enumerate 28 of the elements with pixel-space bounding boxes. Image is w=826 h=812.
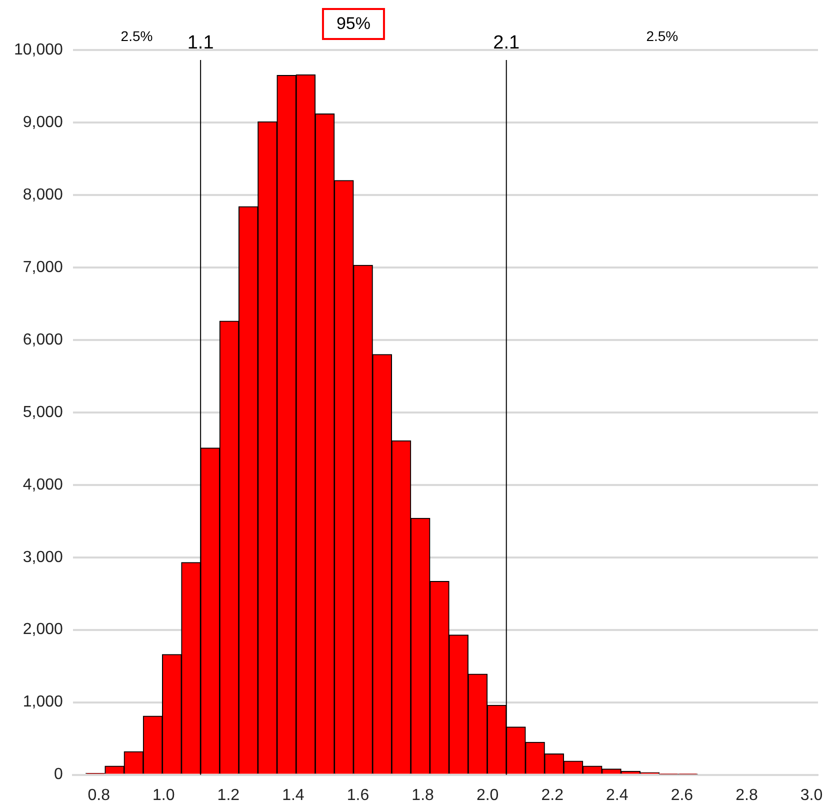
ref-line-label: 1.1	[187, 32, 214, 54]
y-tick-label: 0	[54, 766, 64, 784]
y-tick-label: 6,000	[22, 331, 64, 348]
x-tick-label: 1.4	[282, 786, 304, 804]
y-tick-label: 9,000	[22, 114, 64, 131]
y-tick-label: 1,000	[22, 694, 64, 711]
x-tick-label: 2.6	[670, 786, 694, 804]
x-tick-label: 0.8	[88, 786, 110, 804]
y-tick-label: 3,000	[22, 548, 64, 566]
ref-line-label: 2.1	[493, 32, 520, 54]
x-tick-label: 2.0	[476, 786, 499, 804]
y-tick-label: 10,000	[14, 41, 64, 58]
y-tick-label: 8,000	[22, 186, 64, 204]
y-tick-label: 5,000	[22, 404, 64, 421]
x-tick-label: 2.4	[606, 786, 628, 804]
y-tick-label: 4,000	[22, 476, 64, 494]
y-tick-label: 7,000	[22, 258, 64, 276]
x-tick-label: 1.6	[346, 786, 370, 804]
x-tick-label: 3.0	[800, 786, 823, 804]
text: 2.5%	[646, 28, 678, 44]
text: 2.5%	[120, 28, 153, 44]
y-tick-label: 2,000	[22, 621, 64, 638]
boxed-label: 95%	[322, 8, 384, 40]
x-tick-label: 1.2	[217, 786, 240, 804]
x-tick-label: 2.2	[541, 786, 564, 804]
x-tick-label: 1.8	[412, 786, 434, 804]
x-tick-label: 1.0	[152, 786, 175, 804]
x-tick-label: 2.8	[736, 786, 758, 804]
